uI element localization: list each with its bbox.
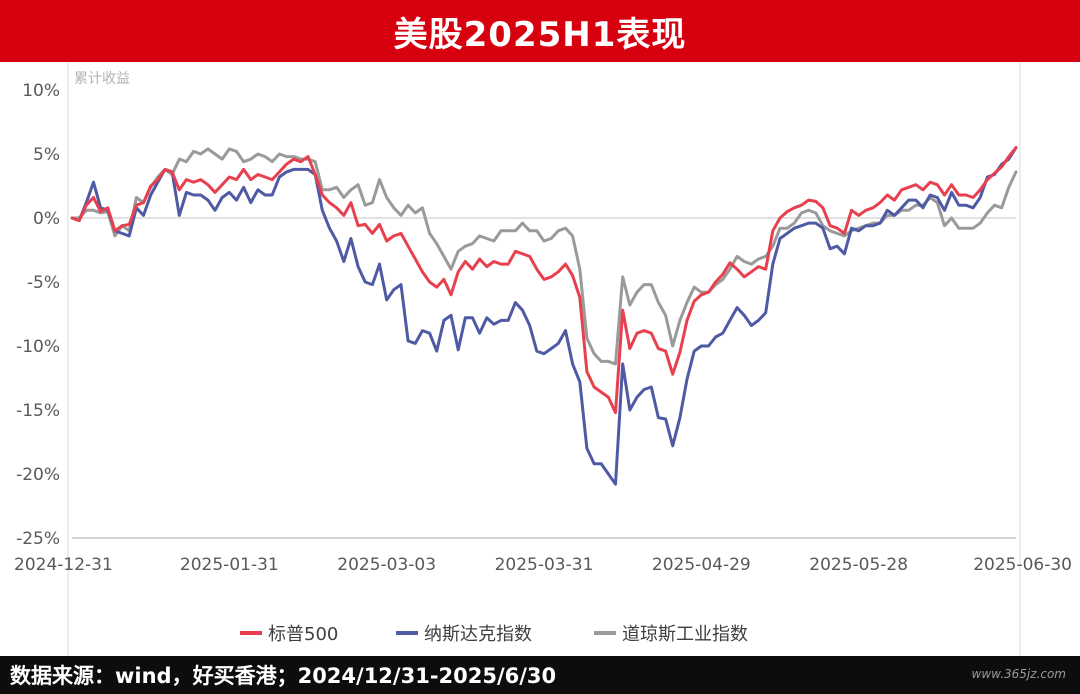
y-tick-label: -15% (16, 401, 60, 421)
legend-item-sp500: 标普500 (240, 624, 338, 645)
y-tick-label: -5% (27, 273, 60, 293)
y-tick-label: -25% (16, 529, 60, 549)
series-lines (70, 146, 1018, 486)
page-title: 美股2025H1表现 (393, 14, 687, 55)
legend-item-nasdaq: 纳斯达克指数 (396, 624, 532, 645)
y-tick-label: 10% (22, 81, 60, 101)
x-tick-label: 2025-03-03 (337, 555, 436, 575)
x-tick-label: 2025-06-30 (973, 555, 1072, 575)
watermark: www.365jz.com (971, 667, 1066, 681)
legend-label: 标普500 (268, 624, 338, 645)
legend: 标普500 纳斯达克指数 道琼斯工业指数 (240, 624, 748, 645)
legend-label: 纳斯达克指数 (424, 624, 532, 645)
series-nasdaq-line (70, 146, 1018, 486)
y-axis-label: 累计收益 (74, 71, 130, 87)
x-tick-label: 2025-03-31 (495, 555, 594, 575)
y-tick-labels: 10% 5% 0% -5% -10% -15% -20% -25% (16, 81, 60, 549)
x-tick-label: 2025-01-31 (180, 555, 279, 575)
x-tick-labels: 2024-12-31 2025-01-31 2025-03-03 2025-03-31… (14, 555, 1072, 575)
line-chart: 累计收益 10% 5% 0% -5% -10% -15% -20% -25% 2024-12-… (14, 62, 1072, 656)
footer-bar: 数据来源：wind，好买香港；2024/12/31-2025/6/30 (0, 656, 1080, 694)
y-tick-label: 0% (33, 209, 60, 229)
legend-item-dow: 道琼斯工业指数 (594, 624, 748, 645)
y-tick-label: -10% (16, 337, 60, 357)
title-banner: 美股2025H1表现 (0, 0, 1080, 62)
x-tick-label: 2025-04-29 (652, 555, 751, 575)
series-sp500-line (70, 146, 1018, 415)
legend-label: 道琼斯工业指数 (622, 624, 748, 645)
y-tick-label: -20% (16, 465, 60, 485)
series-dow-line (70, 147, 1018, 366)
x-tick-label: 2024-12-31 (14, 555, 113, 575)
data-source-note: 数据来源：wind，好买香港；2024/12/31-2025/6/30 (10, 664, 557, 688)
y-tick-label: 5% (33, 145, 60, 165)
x-tick-label: 2025-05-28 (809, 555, 908, 575)
